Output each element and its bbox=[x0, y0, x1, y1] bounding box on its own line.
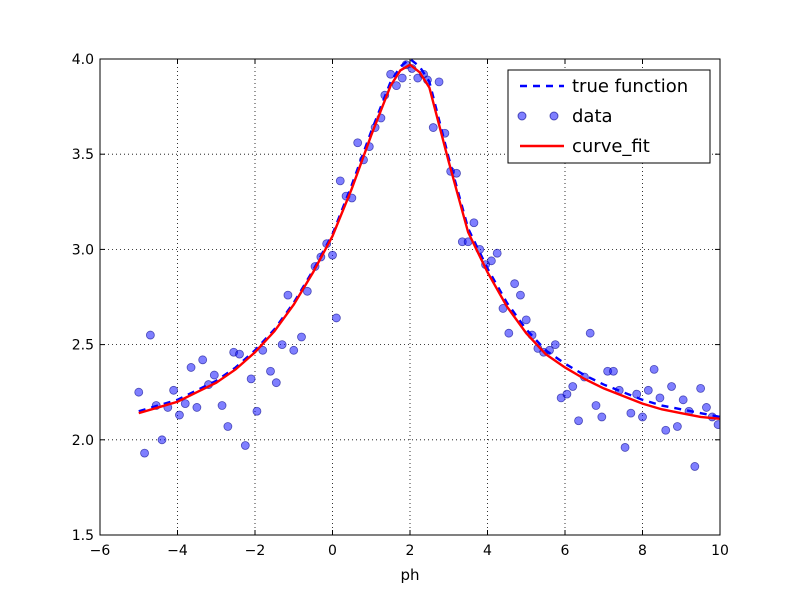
data-point bbox=[661, 425, 671, 435]
data-point bbox=[638, 412, 647, 422]
data-point bbox=[690, 462, 700, 471]
data-point bbox=[289, 345, 299, 355]
data-point bbox=[696, 383, 706, 393]
data-point bbox=[145, 330, 155, 340]
legend-label: true function bbox=[572, 76, 688, 97]
data-point bbox=[186, 363, 196, 372]
data-point bbox=[297, 332, 306, 342]
x-tick-label: 6 bbox=[561, 543, 570, 559]
data-point bbox=[157, 435, 167, 445]
data-point bbox=[667, 382, 676, 391]
data-point bbox=[550, 340, 560, 350]
data-point bbox=[397, 73, 407, 83]
y-tick-label: 1.5 bbox=[72, 528, 94, 544]
data-point bbox=[198, 355, 208, 365]
data-point bbox=[486, 256, 496, 266]
data-point bbox=[169, 385, 179, 395]
data-point bbox=[672, 422, 682, 431]
data-point bbox=[434, 77, 444, 87]
legend-swatch-data-2 bbox=[549, 111, 559, 121]
y-tick-label: 3.0 bbox=[72, 242, 94, 258]
data-point bbox=[235, 349, 244, 359]
x-tick-label: −6 bbox=[90, 543, 111, 559]
x-tick-label: 0 bbox=[328, 543, 337, 559]
data-point bbox=[597, 412, 607, 422]
series-layer bbox=[134, 59, 720, 471]
y-tick-label: 3.5 bbox=[72, 147, 94, 163]
data-point bbox=[428, 123, 438, 132]
data-point bbox=[175, 410, 184, 420]
legend-label: data bbox=[572, 106, 613, 127]
data-point bbox=[258, 345, 268, 355]
data-point bbox=[632, 389, 642, 399]
data-point bbox=[591, 401, 601, 410]
legend-swatch-data-1 bbox=[517, 111, 527, 121]
data-point bbox=[469, 218, 479, 228]
data-point bbox=[620, 443, 630, 452]
series-clip-group bbox=[134, 59, 720, 471]
y-tick-label: 2.5 bbox=[72, 338, 94, 354]
data-point bbox=[140, 448, 149, 458]
legend: true function data curve_fit bbox=[507, 69, 711, 164]
data-point bbox=[643, 385, 653, 395]
legend-label: curve_fit bbox=[572, 136, 650, 157]
data-point bbox=[209, 370, 219, 380]
data-point bbox=[353, 138, 363, 148]
data-point bbox=[302, 286, 312, 296]
data-point bbox=[328, 250, 337, 260]
y-tick-label: 4.0 bbox=[72, 52, 94, 68]
data-point bbox=[392, 81, 401, 91]
x-tick-label: 4 bbox=[483, 543, 492, 559]
data-point bbox=[585, 328, 595, 338]
data-point bbox=[240, 441, 250, 450]
data-point bbox=[516, 290, 525, 300]
legend-box bbox=[507, 69, 711, 164]
data-point bbox=[386, 69, 396, 79]
x-tick-label: −4 bbox=[167, 543, 188, 559]
data-point bbox=[678, 395, 688, 405]
data-point bbox=[609, 366, 618, 376]
data-point bbox=[217, 401, 227, 410]
data-point bbox=[180, 399, 190, 409]
data-point bbox=[223, 422, 233, 431]
data-point bbox=[277, 340, 287, 350]
data-point bbox=[649, 364, 659, 374]
data-point bbox=[331, 313, 341, 323]
x-axis-label: ph bbox=[400, 566, 419, 584]
data-point bbox=[134, 387, 144, 397]
data-point bbox=[192, 403, 202, 412]
data-point bbox=[562, 389, 572, 399]
data-point bbox=[521, 315, 531, 325]
data-point bbox=[574, 416, 583, 426]
data-point bbox=[266, 366, 275, 376]
x-tick-label: 10 bbox=[711, 543, 729, 559]
data-point bbox=[504, 328, 514, 338]
data-point bbox=[492, 248, 502, 258]
data-point bbox=[271, 378, 281, 388]
data-point bbox=[655, 393, 665, 403]
data-point bbox=[246, 374, 256, 384]
data-point bbox=[283, 290, 293, 300]
data-point bbox=[713, 420, 720, 429]
data-point bbox=[568, 382, 578, 391]
data-point bbox=[702, 403, 711, 412]
data-point bbox=[626, 408, 636, 418]
data-point bbox=[510, 279, 520, 289]
data-point bbox=[335, 176, 345, 186]
x-tick-label: 2 bbox=[406, 543, 415, 559]
true-function-line bbox=[138, 59, 720, 419]
curve-fit-line bbox=[138, 63, 720, 421]
data-point bbox=[252, 406, 262, 416]
x-tick-label: 8 bbox=[638, 543, 647, 559]
x-tick-label: −2 bbox=[245, 543, 266, 559]
y-tick-label: 2.0 bbox=[72, 433, 94, 449]
ticks: −6 −4 −2 0 2 4 6 8 10 1.5 2.0 2.5 3.0 3.5 4.0 bbox=[72, 52, 729, 559]
